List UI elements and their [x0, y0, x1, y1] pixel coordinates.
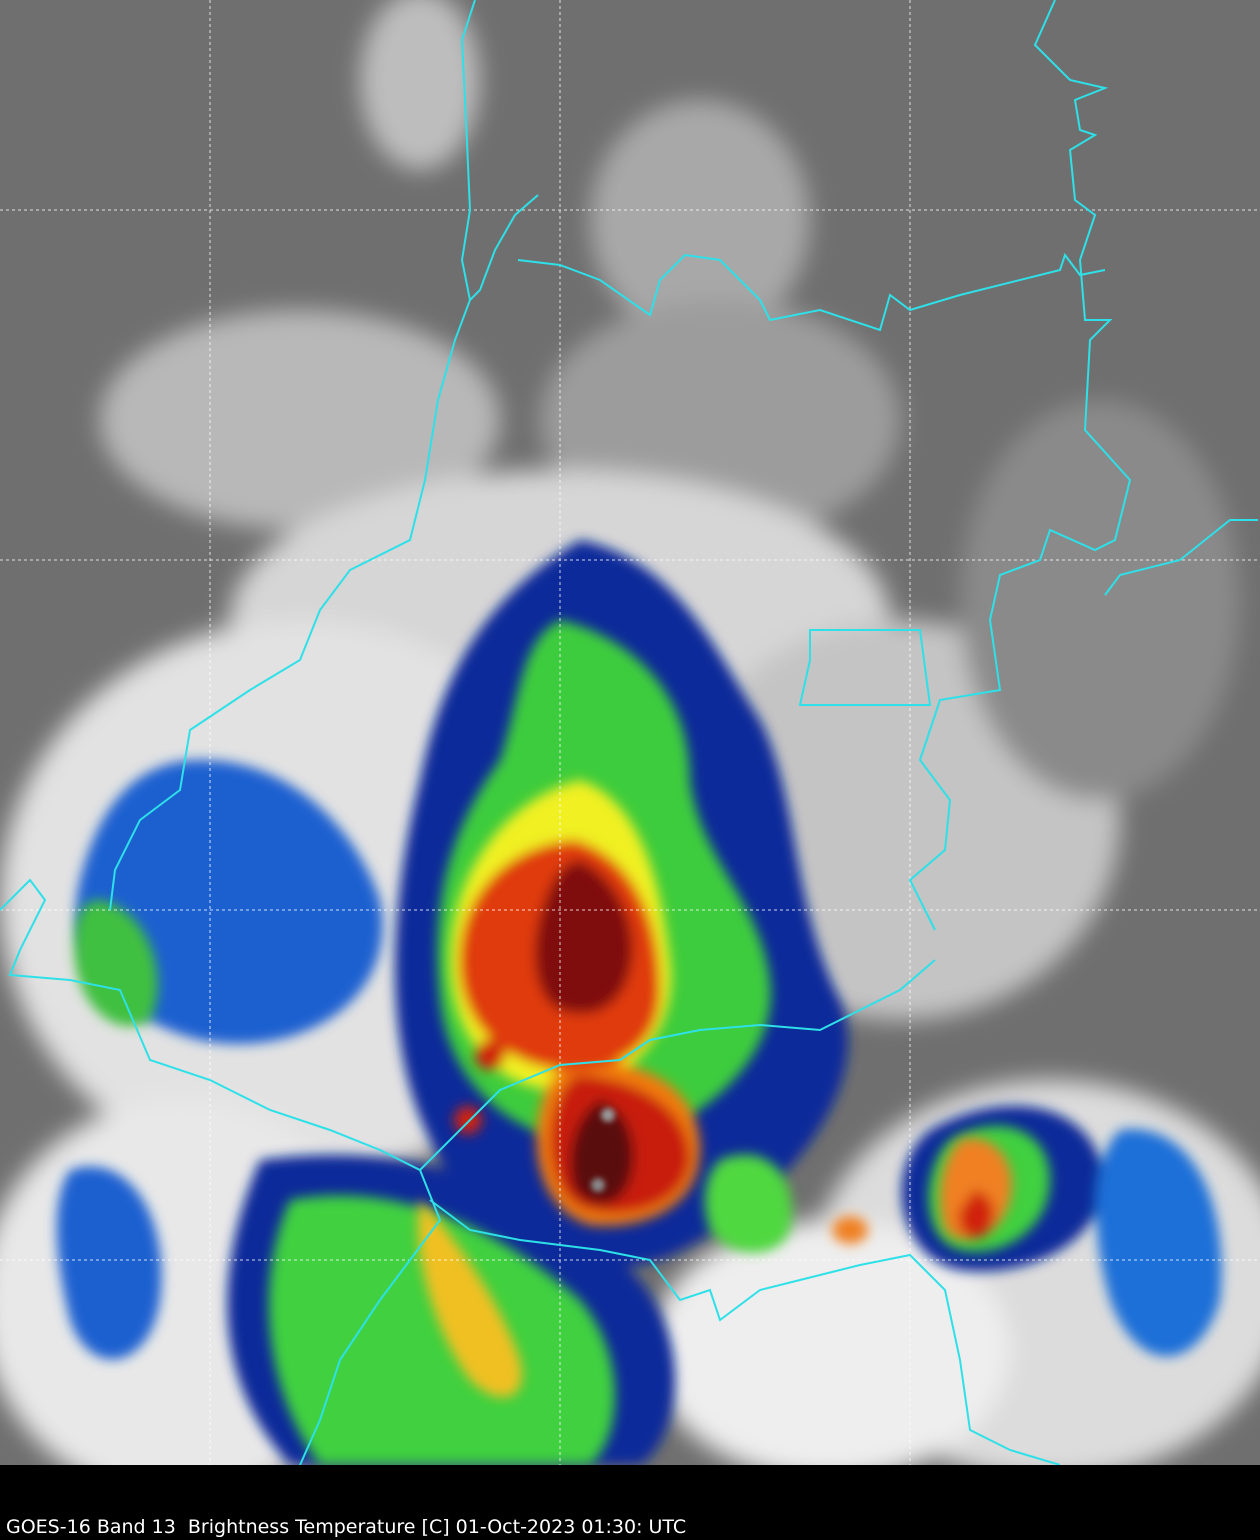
border	[429, 1199, 1061, 1465]
graticule	[0, 0, 1260, 1465]
cold-band	[56, 1166, 162, 1360]
green-band	[704, 1154, 792, 1253]
red-band	[475, 1040, 505, 1070]
orange-band	[940, 1138, 1012, 1240]
border	[299, 1169, 442, 1465]
border	[1104, 519, 1258, 596]
green-band	[268, 1195, 615, 1465]
red-band	[454, 1106, 482, 1134]
storm-cells-warm	[418, 780, 1012, 1398]
border	[517, 252, 1106, 332]
orange-band	[832, 1216, 868, 1244]
cold-tops	[591, 1108, 615, 1192]
cloud	[360, 0, 480, 170]
yellow-band	[418, 1200, 522, 1398]
green-band	[74, 900, 158, 1027]
dark-red-core	[535, 860, 633, 1014]
border	[469, 194, 539, 301]
caption: GOES-16 Band 13 Brightness Temperature […	[6, 1516, 687, 1538]
border	[908, 0, 1132, 931]
border	[798, 629, 932, 706]
overshoot	[601, 1108, 615, 1122]
overshoot	[591, 1178, 605, 1192]
cloud	[960, 400, 1240, 800]
cold-band	[1096, 1129, 1222, 1357]
border	[0, 878, 936, 1172]
dark-red-core	[570, 1100, 634, 1204]
cloud	[650, 1220, 1010, 1465]
cloud	[100, 310, 500, 530]
boundaries	[0, 0, 1258, 1465]
satellite-image	[0, 0, 1260, 1465]
red-band	[959, 1190, 994, 1239]
border	[109, 0, 476, 911]
cloud	[590, 100, 810, 340]
